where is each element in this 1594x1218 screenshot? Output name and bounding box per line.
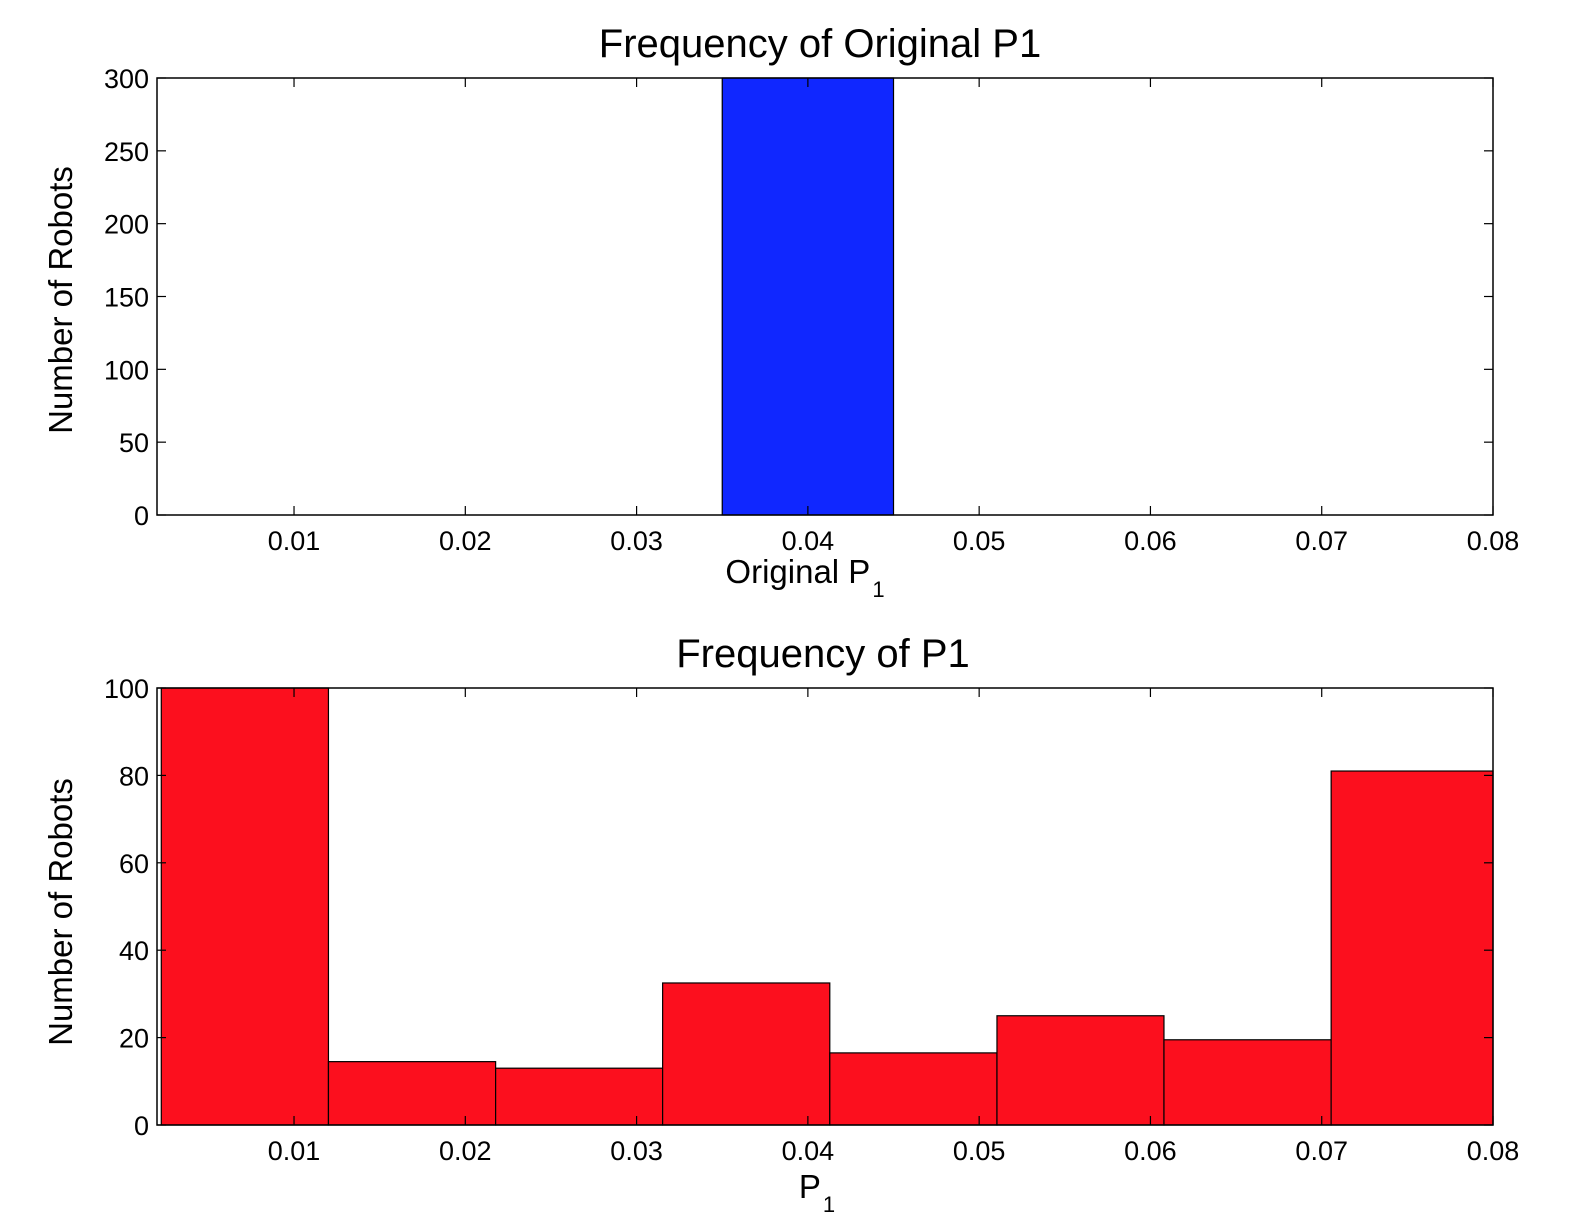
y-tick-label: 50 bbox=[119, 428, 149, 458]
y-tick-label: 60 bbox=[119, 849, 149, 879]
x-tick-label: 0.06 bbox=[1124, 526, 1177, 556]
y-tick-label: 80 bbox=[119, 761, 149, 791]
bar-1 bbox=[160, 687, 330, 1126]
chart-p1: Frequency of P1 0.01 0.02 0.03 0.04 0.05 0.06… bbox=[42, 632, 1519, 1217]
y-tick-label: 20 bbox=[119, 1024, 149, 1054]
chart-title: Frequency of P1 bbox=[676, 632, 970, 676]
x-tick-label: 0.01 bbox=[268, 526, 321, 556]
y-tick-label: 300 bbox=[104, 64, 149, 94]
x-tick-label: 0.02 bbox=[439, 1136, 492, 1166]
x-tick-label: 0.02 bbox=[439, 526, 492, 556]
x-axis-label-main: P bbox=[799, 1168, 821, 1205]
x-tick-label: 0.05 bbox=[953, 526, 1006, 556]
x-tick-labels: 0.01 0.02 0.03 0.04 0.05 0.06 0.07 0.08 bbox=[268, 526, 1520, 556]
bar-4 bbox=[662, 982, 831, 1126]
y-tick-label: 0 bbox=[134, 1111, 149, 1141]
x-axis-label: P1 bbox=[799, 1168, 835, 1217]
x-tick-label: 0.08 bbox=[1467, 526, 1520, 556]
bar-3 bbox=[495, 1067, 664, 1126]
x-tick-label: 0.05 bbox=[953, 1136, 1006, 1166]
plot-area bbox=[156, 77, 1494, 516]
x-tick-label: 0.03 bbox=[610, 526, 663, 556]
bar-6 bbox=[996, 1015, 1165, 1126]
chart-title: Frequency of Original P1 bbox=[599, 22, 1041, 66]
x-tick-label: 0.01 bbox=[268, 1136, 321, 1166]
bar-2 bbox=[327, 1061, 497, 1126]
bar-7 bbox=[1163, 1039, 1332, 1126]
bar-1 bbox=[721, 77, 895, 516]
x-axis-label-main: Original P bbox=[725, 553, 870, 590]
x-tick-label: 0.03 bbox=[610, 1136, 663, 1166]
x-tick-label: 0.06 bbox=[1124, 1136, 1177, 1166]
x-axis-label-subscript: 1 bbox=[823, 1192, 835, 1217]
y-tick-labels: 0 50 100 150 200 250 300 bbox=[104, 64, 149, 531]
y-tick-label: 40 bbox=[119, 936, 149, 966]
y-axis-label: Number of Robots bbox=[42, 166, 79, 434]
bars bbox=[721, 77, 895, 516]
y-tick-label: 250 bbox=[104, 137, 149, 167]
bar-5 bbox=[829, 1052, 998, 1126]
y-tick-label: 100 bbox=[104, 355, 149, 385]
y-tick-label: 100 bbox=[104, 674, 149, 704]
y-tick-labels: 0 20 40 60 80 100 bbox=[104, 674, 149, 1141]
x-tick-labels: 0.01 0.02 0.03 0.04 0.05 0.06 0.07 0.08 bbox=[268, 1136, 1520, 1166]
plot-area bbox=[156, 687, 1494, 1126]
bar-8 bbox=[1330, 770, 1494, 1126]
x-tick-label: 0.04 bbox=[782, 526, 835, 556]
y-axis-label: Number of Robots bbox=[42, 778, 79, 1046]
y-tick-label: 0 bbox=[134, 501, 149, 531]
x-axis-label-subscript: 1 bbox=[872, 577, 884, 602]
x-tick-label: 0.07 bbox=[1295, 1136, 1348, 1166]
x-tick-label: 0.08 bbox=[1467, 1136, 1520, 1166]
x-tick-label: 0.04 bbox=[782, 1136, 835, 1166]
bars bbox=[160, 687, 1494, 1126]
y-tick-label: 200 bbox=[104, 210, 149, 240]
chart-original-p1: Frequency of Original P1 0.01 0.02 0.03 0.0… bbox=[42, 22, 1519, 602]
y-tick-label: 150 bbox=[104, 283, 149, 313]
x-tick-label: 0.07 bbox=[1295, 526, 1348, 556]
x-axis-label: Original P1 bbox=[725, 553, 884, 602]
